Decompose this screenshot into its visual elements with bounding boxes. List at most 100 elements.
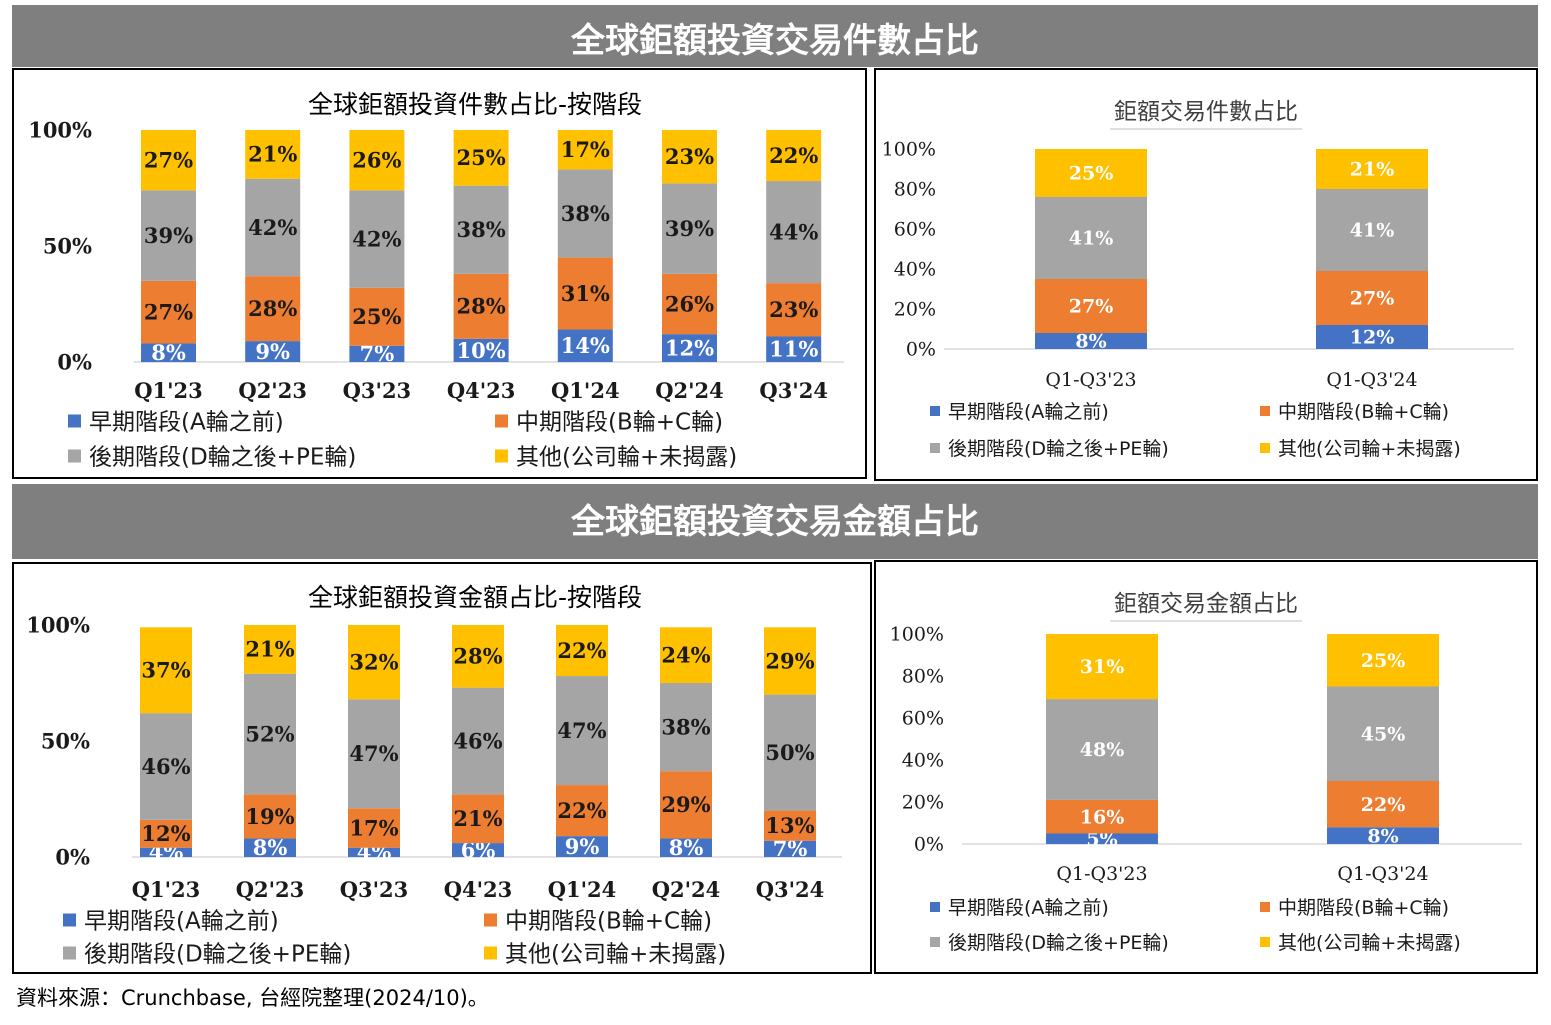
bar-segment-early [557,329,613,362]
data-label: 16% [1080,806,1125,828]
legend-label: 其他(公司輪+未揭露) [1278,438,1461,460]
bar-segment-early [1046,833,1158,844]
y-tick-label: 40% [902,750,944,772]
bar-segment-early [245,341,301,362]
legend-label: 中期階段(B輪+C輪) [1278,401,1449,423]
bar-segment-other [1035,149,1147,197]
data-label: 28% [453,644,502,669]
legend-swatch-early [930,902,940,912]
category-label: Q2'24 [652,877,721,902]
data-label: 8% [253,835,288,860]
legend-label: 早期階段(A輪之前) [948,401,1109,423]
category-label: Q2'24 [655,378,724,403]
y-tick-label: 0% [906,339,936,361]
data-label: 38% [661,714,710,739]
chart-title: 全球鉅額投資件數占比-按階段 [308,90,642,119]
data-label: 9% [565,834,600,859]
bar-segment-early [244,838,296,857]
ytd-deal-count-chart: 鉅額交易件數占比 0% 20% 40% 60% 80% 100% 8% 27% 41% 25% Q1-… [882,99,1514,460]
bar-segment-other [349,130,405,191]
category-label: Q4'23 [444,877,513,902]
bar-segment-other [141,130,196,191]
legend-swatch-late [68,449,81,463]
bar-segment-late [764,694,816,811]
bar-segment-late [662,183,717,274]
data-label: 31% [1080,656,1125,678]
y-tick-label: 100% [890,624,944,646]
data-label: 38% [457,217,506,242]
data-label: 39% [665,216,714,241]
data-label: 23% [665,144,714,169]
bar-segment-mid [660,771,712,839]
bar-segment-mid [764,810,816,841]
data-label: 17% [349,815,398,840]
ytd-deal-count-chart-panel: 鉅額交易件數占比 0% 20% 40% 60% 80% 100% 8% 27% 41% 25% Q1-… [874,68,1538,481]
data-label: 44% [769,219,818,244]
category-label: Q1-Q3'23 [1045,369,1136,391]
bar-segment-early [556,836,608,857]
data-label: 8% [669,835,704,860]
amount-section-banner: 全球鉅額投資交易金額占比 [12,484,1538,559]
ytd-deal-amount-chart-panel: 鉅額交易金額占比 0% 20% 40% 60% 80% 100% 5% 16% 48% 31% Q1-… [874,560,1538,974]
legend-label: 後期階段(D輪之後+PE輪) [89,444,356,470]
bar-segment-early [349,345,405,362]
legend-swatch-late [930,937,940,947]
data-label: 41% [1350,220,1395,242]
bar-segment-mid [140,819,192,848]
legend-label: 早期階段(A輪之前) [948,897,1109,919]
bar-segment-other [453,130,509,186]
category-label: Q1-Q3'24 [1326,369,1417,391]
category-label: Q2'23 [236,877,305,902]
y-tick-label: 0% [57,349,92,374]
category-label: Q3'24 [759,378,828,403]
source-note: 資料來源：Crunchbase, 台經院整理(2024/10)。 [16,986,489,1010]
data-label: 27% [144,148,193,173]
legend-swatch-mid [1260,902,1270,912]
bar-segment-other [764,627,816,695]
bar-segment-mid [766,283,822,337]
data-label: 12% [1350,327,1395,349]
y-tick-label: 100% [882,139,936,161]
bar-segment-mid [1046,799,1158,834]
bar-segment-late [245,178,301,277]
legend-swatch-early [930,406,940,416]
data-label: 38% [561,201,610,226]
category-label: Q1'23 [134,378,203,403]
bar-segment-mid [1327,781,1439,828]
data-label: 21% [1350,159,1395,181]
bar-segment-late [349,190,405,288]
chart-title: 鉅額交易金額占比 [1114,591,1298,617]
data-label: 39% [144,223,193,248]
category-label: Q4'23 [447,378,516,403]
y-tick-label: 60% [894,219,936,241]
data-label: 24% [661,643,710,668]
bar-segment-mid [244,794,296,839]
legend-swatch-late [930,443,940,453]
data-label: 12% [141,821,190,846]
data-label: 21% [245,637,294,662]
legend-swatch-early [68,414,81,428]
bar-segment-late [1327,686,1439,781]
data-label: 8% [1367,825,1398,847]
category-label: Q1-Q3'23 [1056,863,1147,885]
category-label: Q3'23 [343,378,412,403]
bar-segment-mid [141,280,196,344]
bar-segment-late [557,169,613,258]
bar-segment-early [766,336,822,362]
bar-segment-other [452,625,504,688]
legend-label: 後期階段(D輪之後+PE輪) [84,941,351,967]
data-label: 8% [151,340,186,365]
data-label: 27% [1069,296,1114,318]
bar-segment-mid [662,273,717,335]
data-label: 25% [457,145,506,170]
legend-label: 中期階段(B輪+C輪) [1278,897,1449,919]
legend-swatch-late [63,946,76,960]
bar-segment-mid [348,808,400,848]
bar-segment-early [660,838,712,857]
bar-segment-early [348,847,400,857]
bar-segment-mid [1035,279,1147,333]
y-tick-label: 100% [28,117,92,142]
bar-segment-late [1046,699,1158,800]
bar-segment-early [140,847,192,857]
bar-segment-mid [452,794,504,844]
